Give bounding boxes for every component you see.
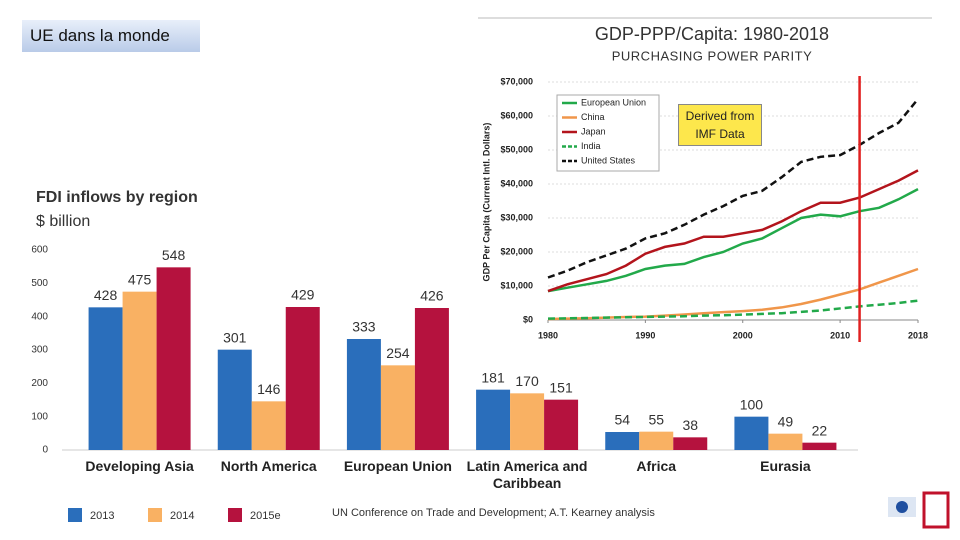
bar [217, 349, 252, 450]
x-tick-label: Latin America and Caribbean [466, 458, 588, 491]
legend-label: Japan [581, 126, 606, 136]
data-label: 146 [257, 381, 281, 397]
bar [802, 442, 837, 450]
x-tick-label: North America [220, 458, 317, 474]
chart-subtitle: $ billion [36, 213, 90, 230]
bar [544, 399, 579, 450]
data-label: 181 [481, 369, 505, 385]
logo [922, 491, 950, 529]
legend-label: United States [581, 155, 636, 165]
x-tick-label: 2010 [830, 330, 850, 340]
data-label: 49 [778, 413, 794, 429]
y-tick-label: $20,000 [500, 246, 533, 256]
legend-label: India [581, 141, 601, 151]
x-tick-label: 1990 [635, 330, 655, 340]
data-label: 333 [352, 319, 376, 335]
legend-label: 2013 [90, 510, 114, 522]
y-axis-label: GDP Per Capita (Current Intl. Dollars) [481, 123, 491, 282]
bar [510, 393, 545, 450]
legend-swatch [68, 508, 82, 522]
data-label: 426 [420, 288, 444, 304]
x-tick-label: Eurasia [760, 458, 811, 474]
y-tick-label: 400 [31, 311, 48, 322]
data-label: 55 [648, 411, 664, 427]
x-tick-label: Developing Asia [85, 458, 194, 474]
y-tick-label: 200 [31, 378, 48, 389]
bar [414, 308, 449, 450]
bar [673, 437, 708, 450]
data-label: 475 [128, 271, 152, 287]
line [547, 169, 919, 293]
chart-background [474, 18, 936, 328]
bar [380, 365, 415, 450]
legend-label: 2014 [170, 510, 194, 522]
data-label: 22 [812, 422, 828, 438]
y-tick-label: $30,000 [500, 212, 533, 222]
source: UN Conference on Trade and Development; … [332, 507, 655, 519]
annotation: Derived from IMF Data [678, 104, 762, 146]
line [547, 187, 919, 293]
logos [888, 491, 950, 529]
data-label: 301 [223, 329, 247, 345]
y-tick-label: 100 [31, 411, 48, 422]
bar [639, 431, 674, 450]
y-tick-label: $70,000 [500, 76, 533, 86]
y-tick-label: 600 [31, 245, 48, 256]
bar [122, 291, 157, 450]
line-chart: GDP-PPP/Capita: 1980-2018 PURCHASING POW… [474, 17, 936, 342]
data-label: 254 [386, 345, 410, 361]
bar [734, 416, 769, 450]
bar [156, 267, 191, 450]
x-tick-label: 1980 [538, 330, 558, 340]
line [547, 98, 919, 279]
logo [896, 501, 908, 513]
x-tick-label: 2000 [733, 330, 753, 340]
y-tick-label: 500 [31, 278, 48, 289]
legend-label: 2015e [250, 510, 281, 522]
y-tick-label: $40,000 [500, 178, 533, 188]
chart-title: FDI inflows by region [36, 189, 198, 206]
data-label: 429 [291, 287, 315, 303]
y-tick-label: $0 [523, 314, 533, 324]
bar [88, 307, 123, 450]
y-tick-label: $50,000 [500, 144, 533, 154]
y-tick-label: $60,000 [500, 110, 533, 120]
data-label: 151 [549, 379, 573, 395]
y-tick-label: $10,000 [500, 280, 533, 290]
chart-title: GDP-PPP/Capita: 1980-2018 [595, 24, 829, 44]
legend-swatch [148, 508, 162, 522]
bar [285, 307, 320, 450]
data-label: 170 [515, 373, 539, 389]
bar-chart: FDI inflows by region $ billion UN Confe… [31, 189, 858, 522]
legend-label: China [581, 112, 605, 122]
x-tick-label: 2018 [908, 330, 928, 340]
data-label: 428 [94, 287, 118, 303]
data-label: 548 [162, 247, 186, 263]
x-tick-label: Africa [636, 458, 677, 474]
y-tick-label: 0 [42, 445, 48, 456]
line [547, 299, 919, 320]
data-label: 100 [740, 396, 764, 412]
bar [476, 389, 511, 450]
legend-swatch [228, 508, 242, 522]
legend-label: European Union [581, 97, 646, 107]
bar [605, 432, 640, 450]
slide-title: UE dans la monde [22, 20, 200, 52]
bar [346, 339, 381, 450]
data-label: 38 [682, 417, 698, 433]
bar [768, 433, 803, 450]
bar [251, 401, 286, 450]
y-tick-label: 300 [31, 345, 48, 356]
chart-subtitle: PURCHASING POWER PARITY [612, 48, 813, 63]
data-label: 54 [614, 412, 630, 428]
x-tick-label: European Union [343, 458, 452, 474]
